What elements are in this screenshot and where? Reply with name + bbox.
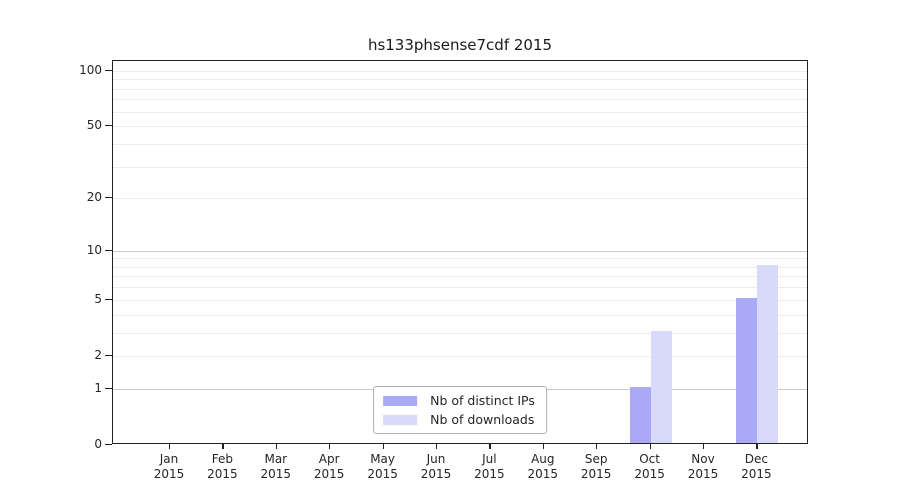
gridline-minor	[113, 266, 807, 268]
gridline-minor	[113, 276, 807, 278]
gridline-minor	[113, 258, 807, 260]
gridline-minor	[113, 99, 807, 101]
y-tick-label: 20	[86, 190, 102, 205]
legend-entry: Nb of distinct IPs	[383, 393, 535, 408]
gridline-minor	[113, 314, 807, 316]
x-tick-label: Aug 2015	[527, 452, 559, 481]
x-tick-label: Feb 2015	[207, 452, 238, 481]
y-tick-label: 2	[94, 347, 102, 362]
y-tick-label: 5	[94, 291, 102, 306]
gridline-minor	[113, 287, 807, 289]
bar-downloads	[757, 264, 779, 443]
x-axis: Jan 2015 Feb 2015 Mar 2015 Apr 2015 May 2015 Jun 20…	[112, 444, 808, 500]
y-tick-label: 10	[86, 242, 102, 257]
x-tick-mark	[756, 444, 758, 449]
gridline-minor	[113, 126, 807, 128]
gridline-minor	[113, 111, 807, 113]
gridline-minor	[113, 198, 807, 200]
gridline-minor	[113, 355, 807, 357]
gridline-minor	[113, 332, 807, 334]
legend-swatch-distinct-ips	[383, 395, 418, 406]
bar-distinct-ips	[736, 297, 758, 443]
plot-area: Nb of distinct IPs Nb of downloads	[112, 60, 808, 444]
y-tick-mark	[105, 249, 112, 251]
y-tick-mark	[105, 69, 112, 71]
legend-label: Nb of distinct IPs	[430, 393, 535, 408]
y-tick-label: 1	[94, 380, 102, 395]
legend: Nb of distinct IPs Nb of downloads	[373, 386, 547, 434]
gridline-minor	[113, 70, 807, 72]
gridline-minor	[113, 88, 807, 90]
x-tick-label: Dec 2015	[741, 452, 772, 481]
legend-entry: Nb of downloads	[383, 412, 535, 427]
y-tick-mark	[105, 197, 112, 199]
chart-title: hs133phsense7cdf 2015	[367, 36, 553, 54]
x-tick-label: Sep 2015	[580, 452, 612, 481]
x-tick-mark	[596, 444, 598, 449]
gridline-minor	[113, 299, 807, 301]
x-tick-mark	[169, 444, 171, 449]
y-tick-mark	[105, 298, 112, 300]
y-tick-label: 50	[86, 118, 102, 133]
y-axis: 0 1 2 5 10 20 50 100	[0, 60, 112, 451]
x-tick-mark	[382, 444, 384, 449]
x-tick-mark	[436, 444, 438, 449]
x-tick-label: Nov 2015	[687, 452, 719, 481]
y-tick-label: 100	[79, 62, 102, 77]
x-tick-mark	[649, 444, 651, 449]
x-tick-mark	[703, 444, 705, 449]
x-tick-mark	[542, 444, 544, 449]
x-tick-label: Jun 2015	[420, 452, 452, 481]
x-tick-label: Mar 2015	[260, 452, 292, 481]
y-tick-mark	[105, 444, 112, 446]
gridline-minor	[113, 143, 807, 145]
gridline-minor	[113, 166, 807, 168]
legend-swatch-downloads	[383, 414, 418, 425]
x-tick-label: Oct 2015	[634, 452, 665, 481]
y-tick-label: 0	[94, 437, 102, 451]
legend-label: Nb of downloads	[430, 412, 535, 427]
x-tick-label: Jan 2015	[153, 452, 185, 481]
x-tick-label: May 2015	[367, 452, 398, 481]
bar-distinct-ips	[629, 386, 651, 443]
x-tick-mark	[222, 444, 224, 449]
x-tick-mark	[489, 444, 491, 449]
x-tick-mark	[329, 444, 331, 449]
x-tick-mark	[275, 444, 277, 449]
x-tick-label: Jul 2015	[474, 452, 505, 481]
x-tick-label: Apr 2015	[313, 452, 345, 481]
bar-downloads	[650, 330, 672, 443]
y-tick-mark	[105, 387, 112, 389]
y-tick-mark	[105, 354, 112, 357]
gridline-major	[113, 250, 807, 252]
y-tick-mark	[105, 125, 112, 127]
gridline-minor	[113, 79, 807, 81]
